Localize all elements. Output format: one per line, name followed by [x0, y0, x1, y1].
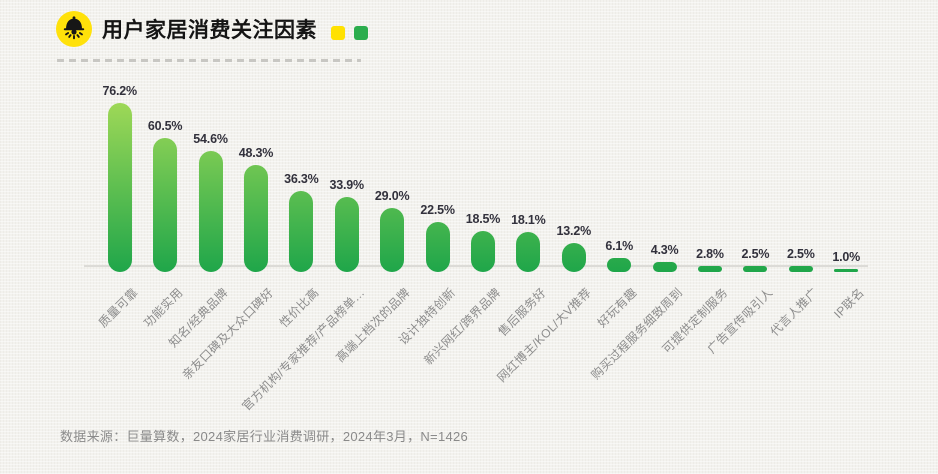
bar [697, 265, 722, 272]
title-accent-squares [331, 26, 368, 40]
bar-group: 54.6% 知名/经典品牌 [166, 80, 233, 350]
bar [743, 266, 768, 272]
bar [607, 258, 632, 272]
bar-group: 22.5% 设计独特创新 [396, 80, 460, 347]
bar-chart: 76.2% 质量可靠 60.5% 功能实用 54.6% 知名/经典品牌 48.3… [95, 80, 869, 414]
bar-group: 6.1% 好玩有趣 [595, 80, 641, 330]
bar [561, 242, 586, 272]
bar [289, 191, 314, 272]
bar-value-label: 2.8% [696, 246, 724, 261]
bar [334, 196, 359, 272]
bar-value-label: 1.0% [832, 250, 861, 264]
bar [198, 150, 223, 272]
bar-value-label: 76.2% [102, 83, 137, 98]
bar-value-label: 18.1% [511, 212, 546, 227]
bar-group: 29.0% 高端上档次的品牌 [333, 80, 414, 365]
bar-group: 1.0% IP联名 [824, 80, 869, 321]
bar [470, 230, 495, 272]
pendant-lamp-icon [56, 11, 92, 47]
bar-value-label: 2.5% [786, 247, 815, 262]
dashed-divider [57, 59, 361, 62]
bar-value-label: 18.5% [465, 211, 501, 226]
bar [107, 102, 132, 272]
data-source-note: 数据来源：巨量算数，2024家居行业消费调研，2024年3月，N=1426 [60, 429, 469, 444]
bar [380, 207, 405, 272]
accent-square-green [354, 26, 368, 40]
bar [153, 137, 178, 272]
bar-value-label: 22.5% [420, 203, 455, 218]
category-label: 质量可靠 [95, 285, 141, 331]
bar-group: 36.3% 性价比高 [277, 80, 324, 330]
bar-value-label: 60.5% [147, 118, 183, 133]
bar-value-label: 4.3% [650, 243, 679, 258]
accent-square-yellow [331, 26, 345, 40]
bar-value-label: 54.6% [193, 131, 228, 146]
bar-group: 2.8% 可提供定制服务 [660, 80, 732, 356]
category-label: IP联名 [830, 285, 867, 322]
bar-group: 18.1% 售后服务好 [495, 80, 551, 339]
bar-value-label: 48.3% [238, 145, 274, 160]
page-title: 用户家居消费关注因素 [102, 19, 317, 42]
bar-value-label: 29.0% [374, 188, 410, 203]
bar [425, 222, 450, 272]
bar-group: 76.2% 质量可靠 [95, 80, 142, 330]
bar-value-label: 33.9% [329, 177, 365, 192]
chart-header: 用户家居消费关注因素 [56, 11, 368, 47]
bar-group: 48.3% 亲友口碑及大众口碑好 [179, 80, 278, 383]
bar-value-label: 13.2% [556, 223, 592, 238]
bar [243, 164, 268, 272]
bar-group: 2.5% 代言人推广 [768, 80, 823, 338]
bar [834, 269, 859, 272]
bar-group: 60.5% 功能实用 [141, 80, 187, 330]
bar-value-label: 6.1% [605, 239, 634, 254]
bar-group: 33.9% 官方机构/专家推荐/产品榜单… [239, 80, 369, 414]
bar-group: 18.5% 新兴网红/跨界品牌 [421, 80, 505, 368]
bar-value-label: 36.3% [284, 172, 319, 187]
bar-group: 4.3% 购买过程服务细致周到 [588, 80, 687, 382]
bar-group: 2.5% 广告宣传吸引人 [705, 80, 778, 356]
bar [652, 262, 677, 272]
category-label: 代言人推广 [767, 285, 822, 339]
bar [788, 266, 813, 272]
bar-value-label: 2.5% [741, 247, 770, 262]
bar-group: 13.2% 网红博主/KOL/大V推荐 [495, 80, 596, 385]
bar [516, 231, 541, 272]
